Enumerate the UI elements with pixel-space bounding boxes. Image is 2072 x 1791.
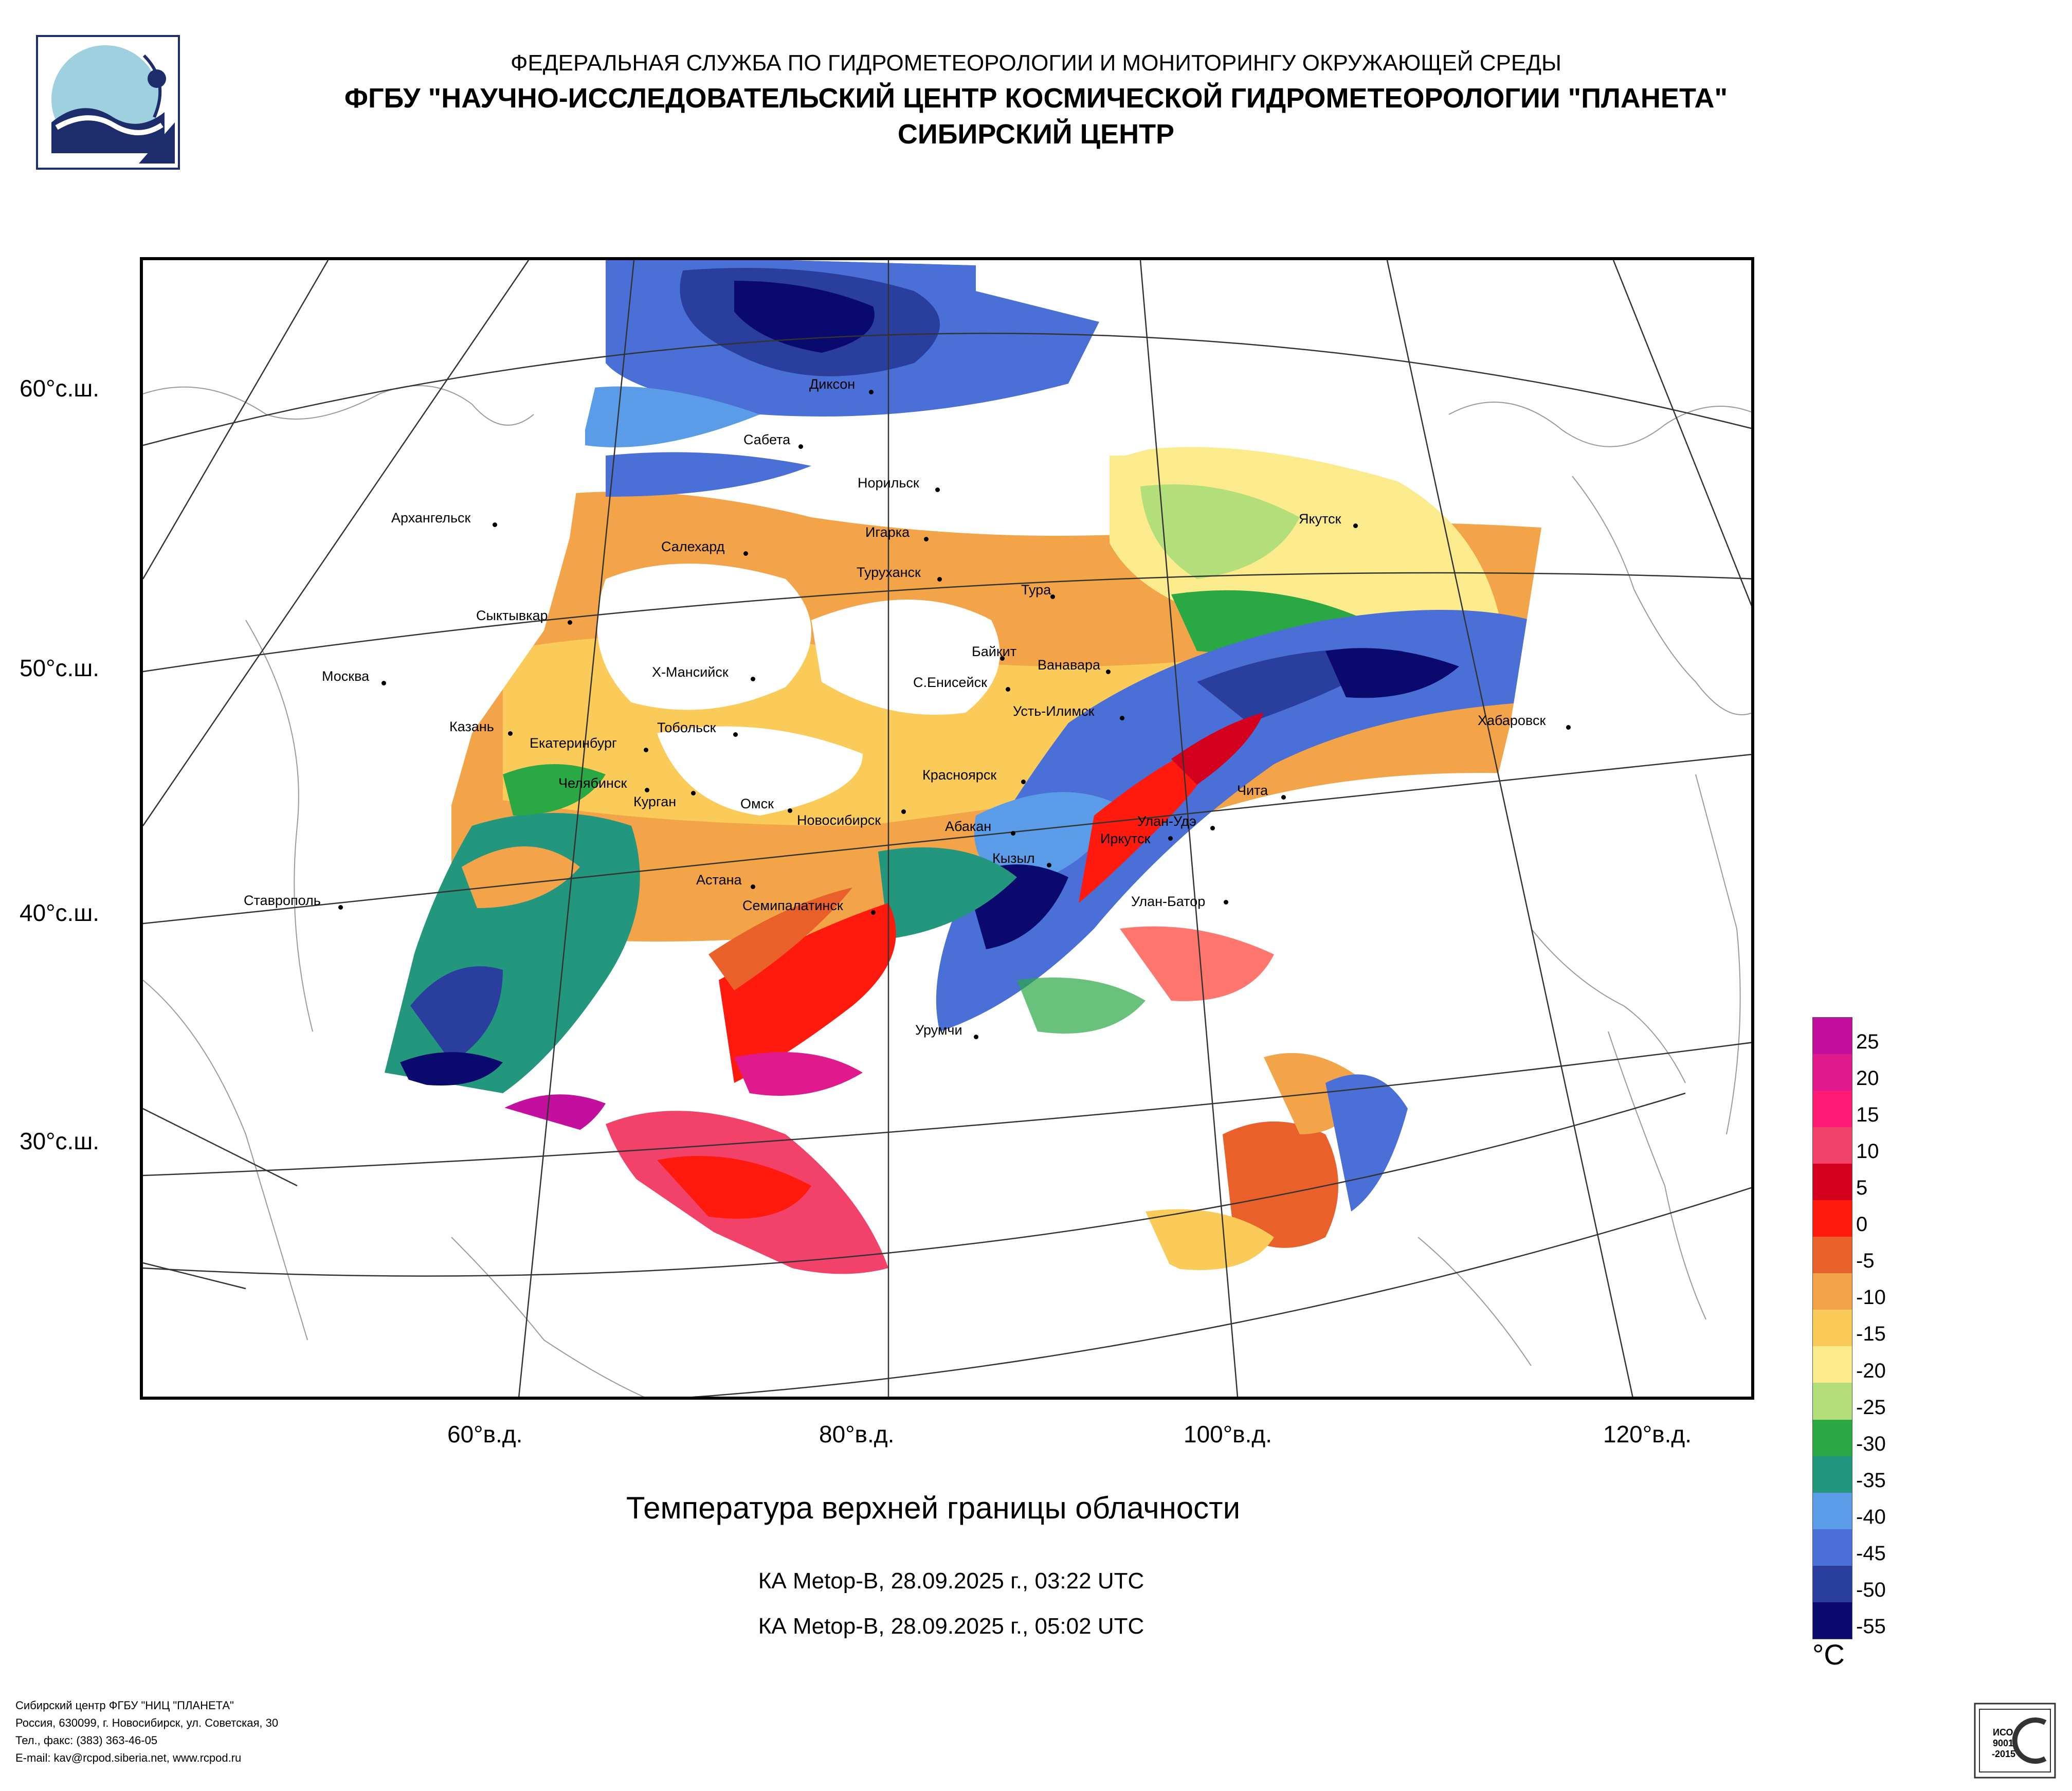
- legend-swatch: [1813, 1492, 1852, 1529]
- city-label: Екатеринбург: [530, 735, 617, 751]
- legend-tick-label: 10: [1856, 1140, 1879, 1163]
- city-label: Казань: [449, 719, 494, 734]
- header-institute: ФГБУ "НАУЧНО-ИССЛЕДОВАТЕЛЬСКИЙ ЦЕНТР КОС…: [344, 83, 1728, 114]
- legend-tick-label: -35: [1856, 1469, 1886, 1492]
- city-label: Тобольск: [657, 720, 716, 735]
- city-label: Сабета: [743, 432, 791, 447]
- city-label: Улан-Удэ: [1137, 813, 1196, 829]
- legend-tick-label: 15: [1856, 1103, 1879, 1127]
- legend-tick-label: -10: [1856, 1286, 1886, 1309]
- city-label: Астана: [696, 872, 742, 888]
- lon-label-100: 100°в.д.: [1184, 1421, 1272, 1448]
- footer-line: E-mail: kav@rcpod.siberia.net, www.rcpod…: [15, 1751, 242, 1764]
- lat-label-30: 30°с.ш.: [20, 1128, 100, 1154]
- legend-swatch: [1813, 1310, 1852, 1347]
- city-label: Якутск: [1299, 511, 1341, 527]
- legend-tick-label: -20: [1856, 1359, 1886, 1382]
- city-label: Курган: [633, 794, 677, 809]
- legend-tick-label: -15: [1856, 1323, 1886, 1346]
- city-label: Улан-Батор: [1131, 894, 1206, 909]
- lon-label-80: 80°в.д.: [819, 1421, 895, 1448]
- city-label: Норильск: [858, 475, 919, 491]
- map-subtitle: КА Metop-B, 28.09.2025 г., 03:22 UTC: [758, 1568, 1144, 1594]
- city-label: Челябинск: [558, 775, 627, 791]
- city-label: Диксон: [809, 376, 856, 392]
- city-label: Кызыл: [992, 851, 1035, 866]
- map-canvas: [143, 260, 1751, 1397]
- legend-tick-label: -40: [1856, 1505, 1886, 1528]
- lat-label-50: 50°с.ш.: [20, 655, 100, 681]
- city-label: Игарка: [865, 524, 910, 540]
- city-label: Чита: [1237, 783, 1268, 798]
- city-label: Москва: [322, 668, 370, 684]
- legend-swatch: [1813, 1237, 1852, 1274]
- lat-label-60: 60°с.ш.: [20, 375, 100, 402]
- legend-swatch: [1813, 1346, 1852, 1383]
- city-label: Архангельск: [391, 510, 471, 526]
- legend-swatch: [1813, 1529, 1852, 1566]
- city-label: Ставрополь: [244, 893, 321, 908]
- header-agency: ФЕДЕРАЛЬНАЯ СЛУЖБА ПО ГИДРОМЕТЕОРОЛОГИИ …: [511, 50, 1561, 76]
- city-label: Красноярск: [922, 767, 997, 783]
- legend-tick-label: 5: [1856, 1177, 1868, 1200]
- footer-line: Тел., факс: (383) 363-46-05: [15, 1734, 158, 1747]
- svg-text:-2015: -2015: [1992, 1749, 2015, 1759]
- header-center: СИБИРСКИЙ ЦЕНТР: [897, 119, 1175, 150]
- city-label: Урумчи: [915, 1022, 962, 1038]
- lon-label-60: 60°в.д.: [447, 1421, 523, 1448]
- legend-tick-label: -45: [1856, 1542, 1886, 1565]
- legend-swatch: [1813, 1565, 1852, 1602]
- legend-tick-label: -5: [1856, 1250, 1875, 1273]
- city-label: Новосибирск: [797, 812, 881, 828]
- legend-tick-label: -30: [1856, 1432, 1886, 1455]
- city-label: Сыктывкар: [476, 608, 548, 623]
- svg-text:9001: 9001: [1993, 1738, 2013, 1748]
- legend-tick-label: -50: [1856, 1578, 1886, 1601]
- legend-swatch: [1813, 1200, 1852, 1237]
- legend-swatch: [1813, 1419, 1852, 1456]
- legend-swatch: [1813, 1164, 1852, 1201]
- cloud-top-temperature-map: Диксон Сабета Норильск Игарка Архангельс…: [140, 257, 1754, 1400]
- city-label: Хабаровск: [1478, 713, 1546, 728]
- legend-swatch: [1813, 1602, 1852, 1639]
- legend-tick-label: 0: [1856, 1213, 1868, 1236]
- legend-swatch: [1813, 1273, 1852, 1310]
- legend-unit: °C: [1812, 1638, 1845, 1671]
- lat-label-40: 40°с.ш.: [20, 899, 100, 926]
- planeta-logo: [36, 35, 180, 170]
- iso-certification-badge: ИСО 9001 -2015: [1973, 1702, 2057, 1779]
- legend-tick-label: -55: [1856, 1615, 1886, 1638]
- legend-swatch: [1813, 1091, 1852, 1128]
- legend-swatch: [1813, 1127, 1852, 1164]
- city-label: Тура: [1021, 582, 1051, 598]
- city-label: Х-Мансийск: [652, 664, 729, 680]
- footer-contacts: Сибирский центр ФГБУ "НИЦ "ПЛАНЕТА" Росс…: [15, 1697, 278, 1767]
- city-label: С.Енисейск: [913, 675, 987, 690]
- city-label: Ванавара: [1038, 657, 1101, 673]
- svg-text:ИСО: ИСО: [1993, 1727, 2013, 1738]
- map-subtitle: КА Metop-B, 28.09.2025 г., 05:02 UTC: [758, 1614, 1144, 1639]
- city-label: Салехард: [661, 539, 725, 554]
- footer-line: Сибирский центр ФГБУ "НИЦ "ПЛАНЕТА": [15, 1699, 234, 1712]
- map-title: Температура верхней границы облачности: [626, 1491, 1241, 1525]
- legend-swatch: [1813, 1054, 1852, 1091]
- city-label: Иркутск: [1100, 831, 1151, 846]
- footer-line: Россия, 630099, г. Новосибирск, ул. Сове…: [15, 1716, 279, 1729]
- city-label: Омск: [740, 796, 774, 811]
- city-label: Усть-Илимск: [1013, 703, 1095, 719]
- color-legend: [1812, 1017, 1852, 1639]
- legend-swatch: [1813, 1383, 1852, 1420]
- city-label: Семипалатинск: [742, 898, 843, 913]
- city-label: Туруханск: [857, 565, 921, 580]
- legend-tick-label: 25: [1856, 1030, 1879, 1053]
- legend-tick-label: -25: [1856, 1396, 1886, 1419]
- legend-swatch: [1813, 1018, 1852, 1055]
- lon-label-120: 120°в.д.: [1603, 1421, 1692, 1448]
- city-label: Байкит: [972, 644, 1017, 659]
- legend-swatch: [1813, 1456, 1852, 1493]
- city-label: Абакан: [945, 819, 992, 834]
- legend-tick-label: 20: [1856, 1067, 1879, 1090]
